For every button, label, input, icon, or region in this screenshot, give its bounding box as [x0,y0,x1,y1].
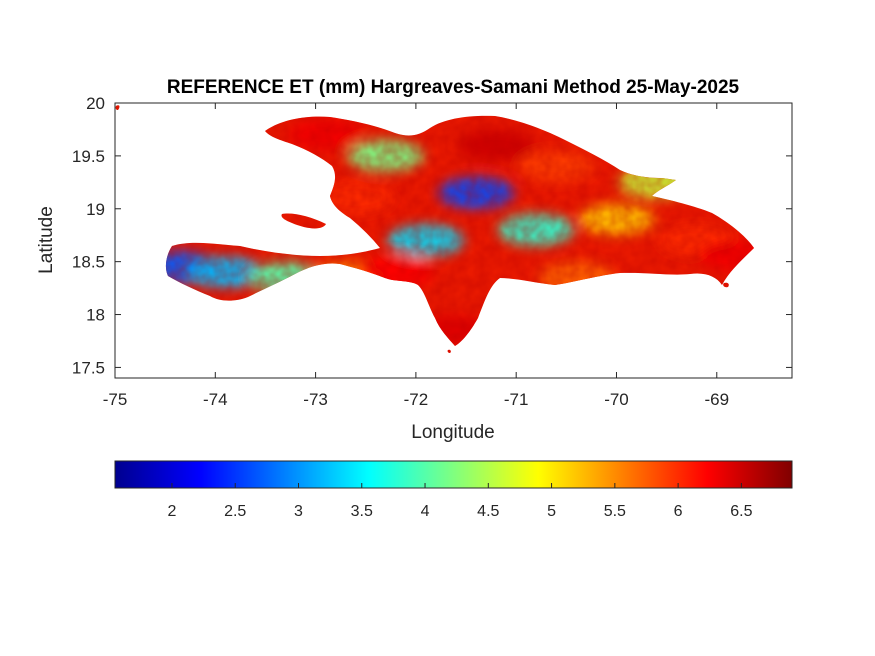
colorbar-tick-label: 4.5 [477,503,499,520]
x-tick-label: -72 [404,390,429,409]
colorbar-ticks [171,483,742,488]
colorbar-tick-label: 4 [421,503,430,520]
x-tick-label: -71 [504,390,529,409]
colorbar-tick-label: 5.5 [604,503,626,520]
x-tick-label: -69 [704,390,729,409]
y-axis-label: Latitude [36,206,57,274]
colorbar-tick-label: 3 [294,503,303,520]
colorbar-tick-label: 6.5 [730,503,752,520]
y-tick-label: 18.5 [72,253,105,272]
x-tick-label: -70 [604,390,629,409]
colorbar-tick-label: 6 [674,503,683,520]
colorbar [114,460,793,489]
y-tick-label: 20 [86,94,105,113]
colorbar-tick-label: 2.5 [224,503,246,520]
axis-ticks [114,102,792,378]
x-tick-label: -73 [303,390,328,409]
colorbar-tick-label: 2 [167,503,176,520]
chart-title: REFERENCE ET (mm) Hargreaves-Samani Meth… [167,77,740,98]
x-tick-label: -74 [203,390,228,409]
colorbar-tick-label: 5 [547,503,556,520]
y-tick-label: 17.5 [72,358,105,377]
y-tick-label: 18 [86,306,105,325]
x-tick-label: -75 [103,390,128,409]
y-tick-label: 19.5 [72,147,105,166]
y-tick-label: 19 [86,200,105,219]
x-axis-label: Longitude [411,422,494,443]
colorbar-tick-label: 3.5 [351,503,373,520]
